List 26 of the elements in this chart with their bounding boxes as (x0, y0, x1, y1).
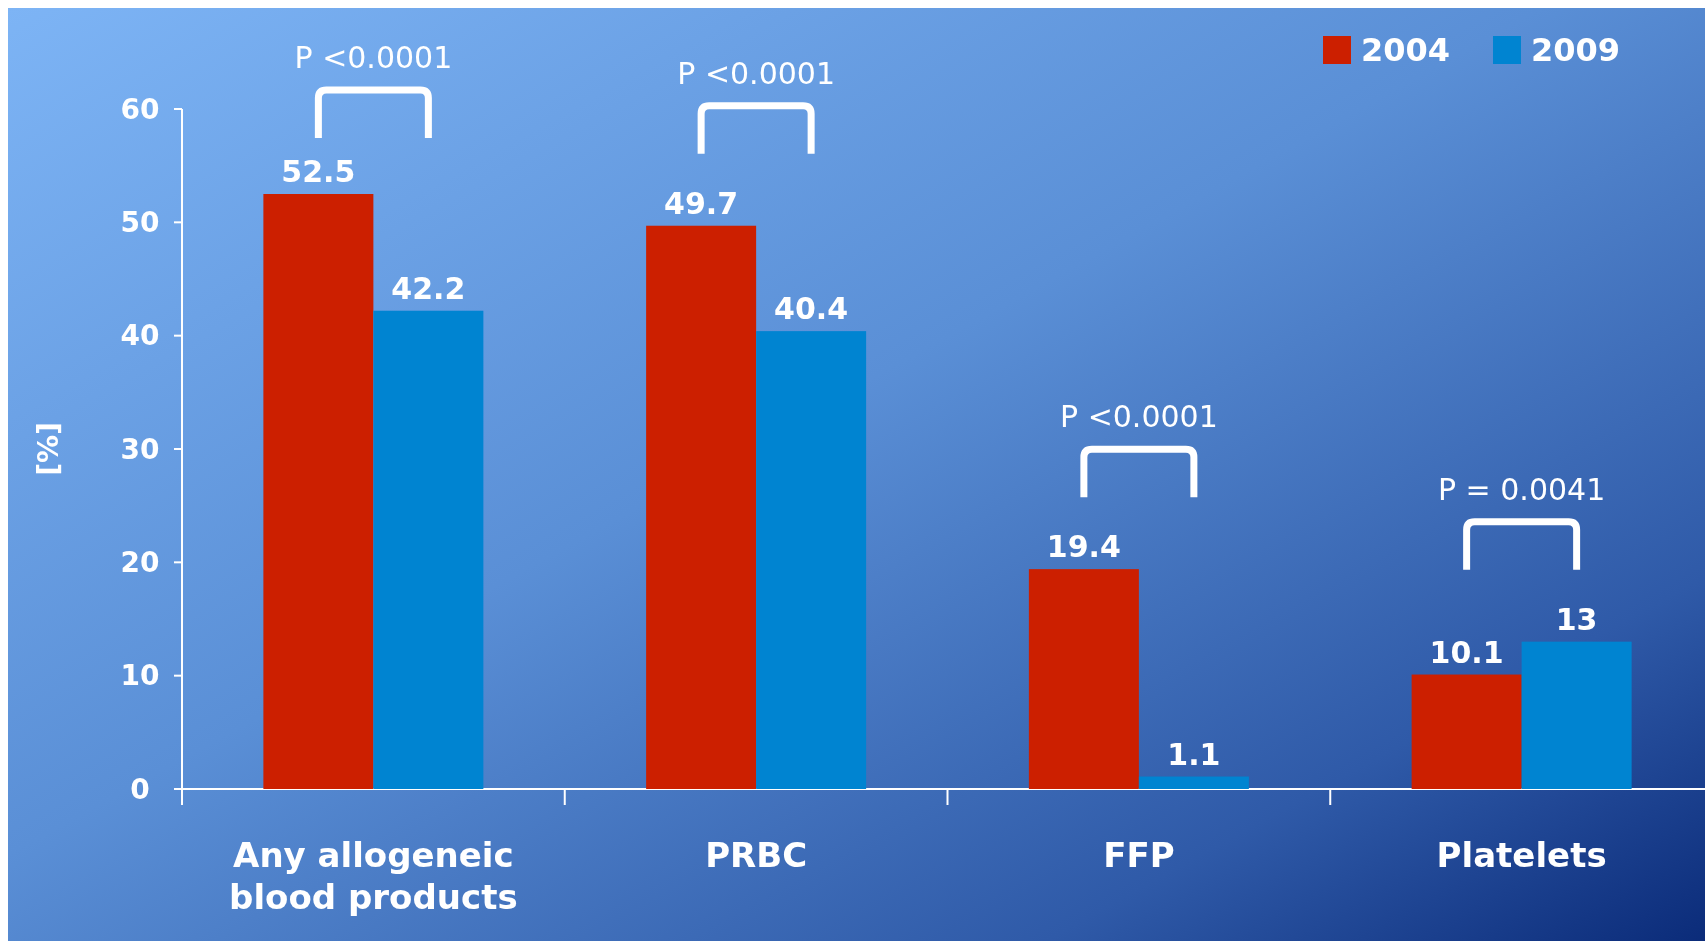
y-tick-label: 0 (130, 772, 150, 806)
y-tick-label: 40 (120, 319, 160, 353)
annotation: P = 0.0041 (1437, 471, 1606, 507)
data-label: 19.4 (1046, 529, 1121, 565)
text: P <0.0001 (677, 55, 835, 91)
legend-label: 2004 (1361, 31, 1451, 70)
y-tick-label: 20 (120, 546, 160, 580)
y-axis-title: [%] (31, 422, 65, 476)
y-tick-label: 10 (120, 659, 160, 693)
x-tick-label: Platelets (1436, 835, 1607, 875)
data-label: 40.4 (774, 291, 849, 327)
data-label: 49.7 (664, 185, 739, 221)
y-tick-label: 30 (120, 432, 160, 466)
x-tick-label: PRBC (705, 835, 808, 875)
data-label: 52.5 (281, 154, 356, 189)
data-label: 1.1 (1167, 736, 1221, 772)
annotation: P <0.0001 (1060, 399, 1218, 435)
y-tick-label: 50 (120, 206, 160, 240)
y-tick-label: 60 (120, 92, 160, 126)
text: P <0.0001 (294, 40, 453, 75)
x-tick-label: Any allogeneic blood products (229, 835, 518, 917)
data-label: 13 (1555, 601, 1598, 637)
legend-label: 2009 (1531, 31, 1621, 70)
x-tick-label: FFP (1103, 835, 1175, 875)
data-label: 10.1 (1429, 634, 1504, 670)
data-label: 42.2 (391, 270, 466, 306)
